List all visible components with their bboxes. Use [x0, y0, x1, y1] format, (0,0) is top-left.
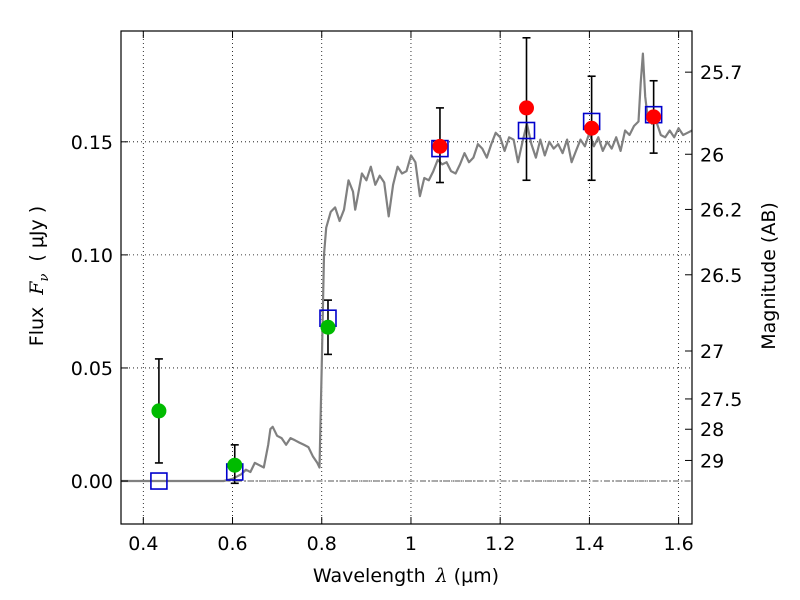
y2-tick-label: 28: [700, 419, 724, 441]
nir-point: [584, 120, 600, 136]
x-axis-label-prefix: Wavelength: [313, 565, 426, 587]
x-tick-label: 1.6: [664, 533, 694, 555]
y-axis-label-symbol: F: [26, 281, 48, 296]
ticks: 0.4 0.6 0.8 1 1.2 1.4 1.6 0.00 0.05 0.10 0.15 25.7 2…: [71, 31, 742, 555]
nir-point: [646, 109, 662, 125]
y2-tick-label: 27.5: [700, 389, 742, 411]
nir-point: [432, 138, 448, 154]
x-axis-label-unit: (μm): [454, 565, 499, 587]
optical-point: [151, 403, 167, 419]
optical-point: [320, 319, 336, 335]
x-axis-label: Wavelength λ (μm): [313, 565, 499, 587]
observed-points: [151, 100, 662, 473]
y-tick-label: 0.00: [71, 471, 113, 493]
optical-point: [227, 457, 243, 473]
x-tick-label: 1.2: [485, 533, 515, 555]
y2-tick-label: 25.7: [700, 62, 742, 84]
y2-tick-label: 26.5: [700, 265, 742, 287]
template-spectrum: [121, 52, 693, 483]
y-axis-label-prefix: Flux: [26, 307, 48, 347]
x-tick-label: 0.8: [307, 533, 337, 555]
x-axis-label-symbol: λ: [435, 565, 448, 587]
spectrum-line: [121, 52, 693, 483]
model-squares: [150, 105, 663, 490]
y2-tick-label: 27: [700, 341, 724, 363]
x-tick-label: 1.4: [574, 533, 604, 555]
y-tick-label: 0.15: [71, 132, 113, 154]
y2-tick-label: 26: [700, 144, 724, 166]
y-axis-label-unit: ( μJy ): [26, 206, 48, 262]
y2-tick-label: 26.2: [700, 199, 742, 221]
model-square-marker: [517, 121, 536, 140]
x-tick-label: 0.4: [128, 533, 158, 555]
y-tick-label: 0.10: [71, 245, 113, 267]
y-axis-label-subscript: ν: [37, 274, 52, 282]
x-tick-label: 1: [405, 533, 417, 555]
y-tick-label: 0.05: [71, 358, 113, 380]
plot-frame: [120, 30, 693, 525]
model-square-marker: [150, 472, 168, 490]
y-axis-label: Flux Fν ( μJy ): [26, 206, 52, 346]
x-tick-label: 0.6: [217, 533, 247, 555]
y2-tick-label: 29: [700, 450, 724, 472]
y2-axis-label: Magnitude (AB): [758, 202, 780, 350]
nir-point: [518, 100, 534, 116]
